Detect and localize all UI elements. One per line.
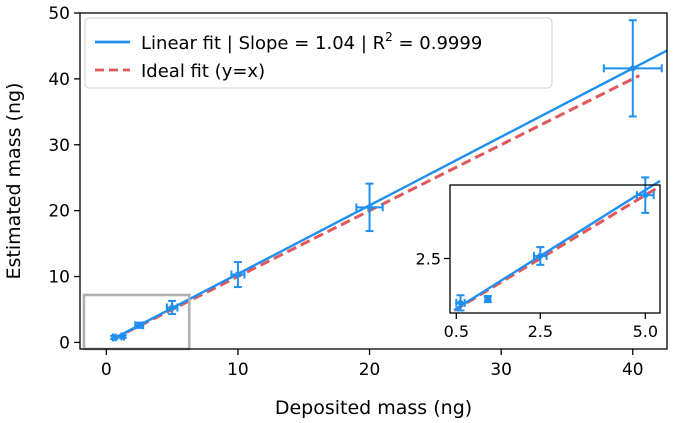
y-tick-label: 40 bbox=[48, 70, 70, 90]
legend-ideal-fit-label: Ideal fit (y=x) bbox=[141, 61, 265, 82]
inset-chart: 0.5 2.5 5.0 2.5 bbox=[416, 176, 661, 341]
inset-ideal-fit-layer bbox=[453, 184, 661, 312]
main-point-4 bbox=[230, 261, 246, 289]
inset-x-tick-label: 5.0 bbox=[633, 322, 658, 341]
legend-box bbox=[84, 17, 553, 89]
main-marker bbox=[366, 204, 373, 211]
inset-ideal-fit-line bbox=[453, 184, 661, 312]
main-point-5 bbox=[355, 182, 384, 233]
data-points-layer bbox=[110, 19, 663, 342]
main-point-0 bbox=[110, 333, 119, 342]
y-axis-label: Estimated mass (ng) bbox=[3, 83, 25, 280]
y-tick-label: 10 bbox=[48, 268, 70, 288]
inset-point-2 bbox=[533, 246, 548, 266]
x-tick-label: 30 bbox=[490, 360, 512, 380]
y-tick-label: 50 bbox=[48, 4, 70, 24]
legend-linear-fit-label: Linear fit | Slope = 1.04 | R2 = 0.9999 bbox=[141, 30, 482, 54]
y-tick-label: 30 bbox=[48, 136, 70, 156]
linear-fit-layer bbox=[112, 49, 668, 341]
legend: Linear fit | Slope = 1.04 | R2 = 0.9999 … bbox=[84, 17, 553, 89]
inset-point-3 bbox=[635, 176, 655, 214]
main-point-6 bbox=[602, 19, 663, 118]
y-tick-label: 20 bbox=[48, 202, 70, 222]
inset-tick-layer: 0.5 2.5 5.0 2.5 bbox=[416, 250, 658, 341]
inset-frame bbox=[449, 184, 661, 314]
main-marker bbox=[234, 271, 241, 278]
main-tick-layer: 0 10 20 30 40 0 10 20 30 40 50 bbox=[48, 4, 643, 380]
linear-fit-line bbox=[112, 49, 668, 341]
inset-point-1 bbox=[483, 295, 492, 304]
main-point-3 bbox=[165, 299, 179, 316]
main-marker bbox=[111, 334, 118, 341]
x-tick-label: 10 bbox=[227, 360, 249, 380]
inset-marker bbox=[642, 192, 649, 199]
inset-point-0 bbox=[455, 294, 466, 312]
x-tick-label: 0 bbox=[101, 360, 112, 380]
x-tick-label: 40 bbox=[622, 360, 644, 380]
inset-marker bbox=[484, 296, 491, 303]
inset-marker bbox=[537, 252, 544, 259]
main-marker bbox=[169, 304, 176, 311]
inset-marker bbox=[457, 299, 464, 306]
x-tick-label: 20 bbox=[359, 360, 381, 380]
main-point-1 bbox=[118, 332, 127, 341]
main-marker bbox=[136, 322, 143, 329]
y-tick-label: 0 bbox=[59, 333, 70, 353]
inset-linear-fit-layer bbox=[453, 179, 661, 312]
inset-linear-fit-line bbox=[453, 179, 661, 312]
inset-x-tick-label: 2.5 bbox=[528, 322, 553, 341]
inset-y-tick-label: 2.5 bbox=[416, 250, 441, 269]
inset-data-points-layer bbox=[455, 176, 655, 312]
inset-x-tick-label: 0.5 bbox=[444, 322, 469, 341]
main-marker bbox=[629, 65, 636, 72]
x-axis-label: Deposited mass (ng) bbox=[275, 397, 472, 419]
main-marker bbox=[119, 333, 126, 340]
main-point-2 bbox=[134, 321, 145, 330]
main-plot-frame bbox=[79, 12, 668, 350]
